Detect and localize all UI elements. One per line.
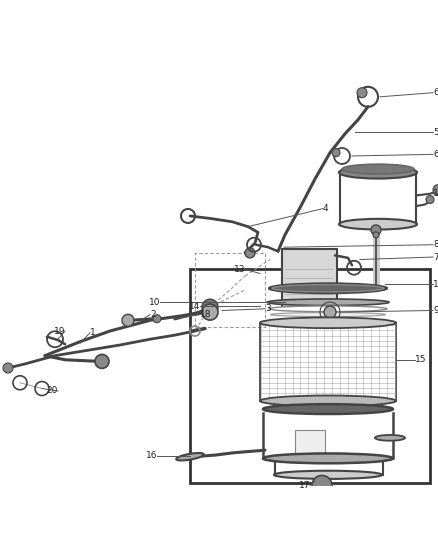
Ellipse shape [342, 164, 414, 174]
Text: 4: 4 [323, 204, 328, 213]
Circle shape [433, 184, 438, 195]
Circle shape [3, 363, 13, 373]
Text: 11: 11 [433, 189, 438, 198]
Text: 3: 3 [265, 304, 271, 313]
Circle shape [153, 314, 161, 322]
Text: 6: 6 [433, 150, 438, 159]
Text: 8: 8 [433, 240, 438, 249]
Circle shape [373, 232, 379, 238]
Text: 2: 2 [150, 310, 155, 319]
Circle shape [426, 196, 434, 204]
Ellipse shape [339, 166, 417, 179]
Ellipse shape [263, 454, 393, 463]
Ellipse shape [260, 395, 396, 406]
Ellipse shape [269, 284, 387, 293]
Text: 9: 9 [433, 306, 438, 315]
Circle shape [332, 149, 340, 157]
Ellipse shape [272, 285, 384, 292]
Ellipse shape [339, 219, 417, 230]
Ellipse shape [176, 453, 204, 461]
Circle shape [202, 304, 218, 320]
Bar [190, 269, 430, 483]
Ellipse shape [263, 404, 393, 414]
Text: 16: 16 [145, 451, 157, 461]
Text: 17: 17 [299, 481, 310, 490]
Ellipse shape [269, 306, 387, 312]
Circle shape [245, 248, 255, 258]
Circle shape [202, 299, 218, 315]
Circle shape [357, 88, 367, 98]
Text: 6: 6 [433, 88, 438, 97]
Circle shape [122, 314, 134, 326]
Circle shape [324, 306, 336, 318]
Ellipse shape [274, 471, 382, 479]
Text: 12: 12 [433, 280, 438, 289]
Ellipse shape [375, 435, 405, 441]
Text: 1: 1 [90, 328, 96, 337]
Ellipse shape [271, 312, 385, 317]
Bar [282, 249, 337, 310]
Circle shape [95, 354, 109, 368]
Text: 7: 7 [433, 253, 438, 262]
Ellipse shape [267, 299, 389, 305]
Circle shape [312, 475, 332, 496]
Circle shape [371, 225, 381, 235]
Bar [295, 430, 325, 463]
Ellipse shape [260, 318, 396, 328]
Text: 5: 5 [433, 127, 438, 136]
Text: 18: 18 [200, 310, 212, 319]
Text: 13: 13 [233, 265, 245, 274]
Text: 10: 10 [148, 298, 160, 307]
Text: 15: 15 [415, 356, 427, 364]
Text: 19: 19 [53, 327, 65, 335]
Text: 14: 14 [189, 302, 200, 311]
Text: 20: 20 [46, 386, 58, 395]
